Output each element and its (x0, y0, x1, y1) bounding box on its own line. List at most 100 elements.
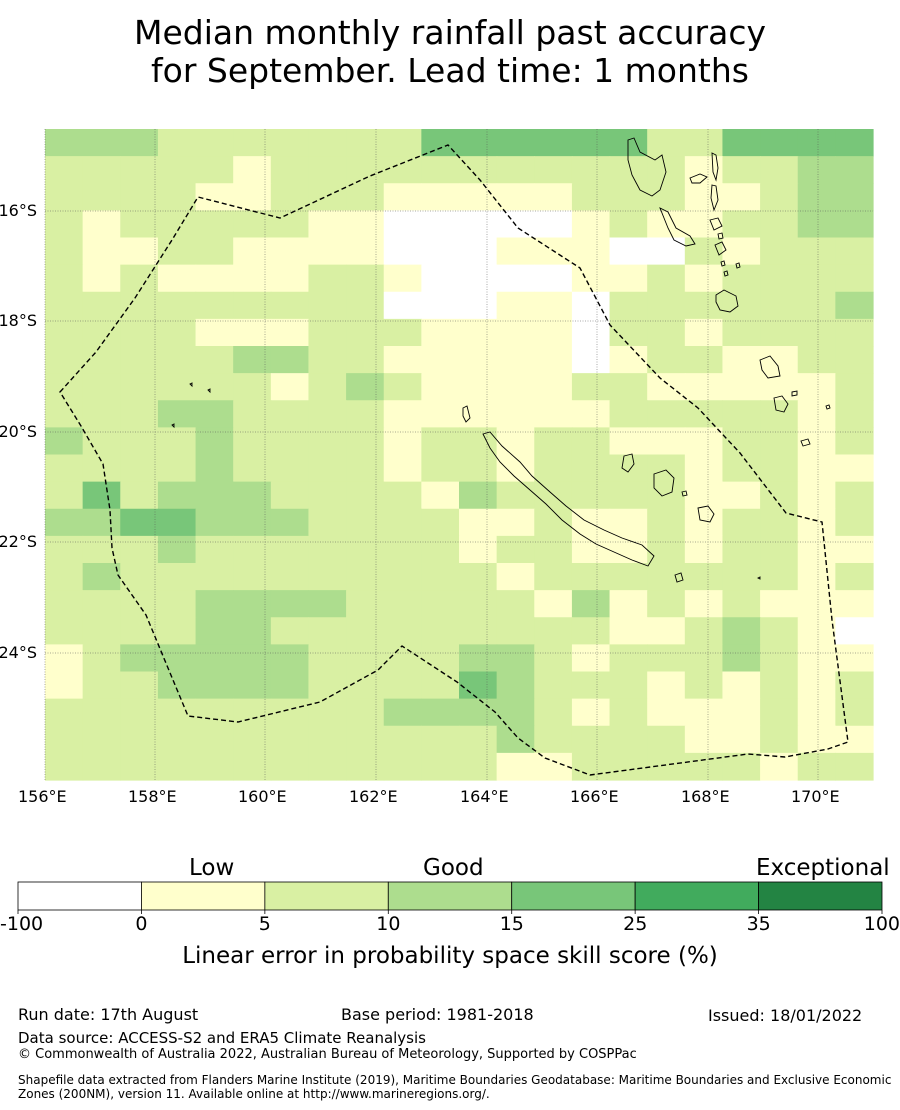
grid-cell (421, 373, 460, 401)
grid-cell (82, 671, 121, 700)
latitude-tick-label: 18°S (0, 311, 37, 330)
grid-cell (308, 427, 347, 456)
grid-cell (308, 508, 347, 537)
grid-cell (45, 671, 84, 700)
grid-cell (835, 617, 874, 645)
grid-cell (797, 210, 836, 239)
grid-cell (421, 237, 460, 266)
grid-cell (233, 644, 272, 673)
grid-cell (120, 481, 159, 510)
grid-cell (684, 454, 724, 483)
grid-cell (835, 318, 874, 347)
graticule (44, 129, 873, 780)
grid-cell (571, 183, 611, 211)
grid-cell (233, 535, 272, 564)
data-source: Data source: ACCESS-S2 and ERA5 Climate … (18, 1029, 426, 1047)
grid-cell (82, 318, 121, 347)
grid-cell (496, 698, 535, 727)
grid-cell (82, 427, 121, 456)
grid-cell (270, 400, 310, 428)
grid-cell (270, 617, 310, 645)
grid-cell (459, 291, 498, 320)
grid-cell (270, 427, 310, 456)
grid-cell (797, 617, 836, 645)
grid-cell (383, 210, 422, 239)
shapefile-credit: Shapefile data extracted from Flanders M… (18, 1073, 892, 1101)
grid-cell (308, 481, 347, 510)
grid-cell (308, 373, 347, 401)
grid-cell (45, 508, 84, 537)
grid-cell (647, 644, 686, 673)
grid-cell (383, 725, 422, 754)
grid-cell (609, 752, 648, 781)
grid-cell (797, 318, 836, 347)
grid-cell (835, 535, 874, 564)
title-line-1: Median monthly rainfall past accuracy (133, 13, 767, 52)
grid-cell (496, 183, 535, 211)
grid-cell (45, 427, 84, 456)
grid-cell (195, 427, 234, 456)
grid-cell (120, 318, 159, 347)
grid-cell (308, 698, 347, 727)
grid-cell (760, 454, 799, 483)
eez-boundary (59, 144, 849, 776)
grid-cell (459, 698, 498, 727)
grid-cell (45, 318, 84, 347)
grid-cell (421, 318, 460, 347)
grid-cell (459, 427, 498, 456)
grid-cell (195, 644, 234, 673)
issued-date: Issued: 18/01/2022 (708, 1006, 863, 1025)
grid-cell (647, 427, 686, 456)
grid-cell (571, 725, 611, 754)
grid-cell (760, 400, 799, 428)
island-hunter (825, 404, 831, 410)
grid-cell (571, 508, 611, 537)
grid-cell (270, 264, 310, 293)
grid-cell (383, 318, 422, 347)
grid-cell (82, 400, 121, 428)
grid-cell (760, 346, 799, 374)
latitude-tick-label: 20°S (0, 422, 37, 441)
island-belep (462, 405, 471, 423)
grid-cell (45, 481, 84, 510)
grid-cell (835, 644, 874, 673)
grid-cell (421, 508, 460, 537)
grid-cell (797, 346, 836, 374)
colorbar-tick-label: 0 (135, 913, 148, 935)
grid-cell (534, 264, 573, 293)
grid-cell (383, 752, 422, 781)
grid-cell (421, 454, 460, 483)
grid-cell (571, 671, 611, 700)
grid-cell (308, 671, 347, 700)
grid-cell (459, 563, 498, 591)
grid-cell (835, 346, 874, 374)
grid-cell (722, 535, 761, 564)
grid-cell (346, 698, 385, 727)
colorbar-tick-label: 25 (623, 913, 648, 935)
grid-cell (571, 535, 611, 564)
grid-cell (82, 454, 121, 483)
grid-cell (421, 725, 460, 754)
grid-cell (270, 481, 310, 510)
grid-cell (346, 427, 385, 456)
grid-cell (421, 427, 460, 456)
grid-cell (157, 725, 197, 754)
grid-cell (421, 481, 460, 510)
grid-cell (760, 535, 799, 564)
grid-cell (835, 590, 874, 618)
grid-cell (459, 346, 498, 374)
grid-cell (684, 590, 724, 618)
grid-cell (760, 698, 799, 727)
grid-cell (195, 563, 234, 591)
grid-cell (647, 156, 686, 184)
grid-cell (534, 427, 573, 456)
grid-cell (534, 454, 573, 483)
grid-cell (383, 373, 422, 401)
grid-cell (421, 563, 460, 591)
grid-cell (383, 698, 422, 727)
grid-cell (308, 291, 347, 320)
grid-cell (609, 264, 648, 293)
grid-cell (383, 590, 422, 618)
grid-cell (82, 237, 121, 266)
grid-cell (722, 210, 761, 239)
